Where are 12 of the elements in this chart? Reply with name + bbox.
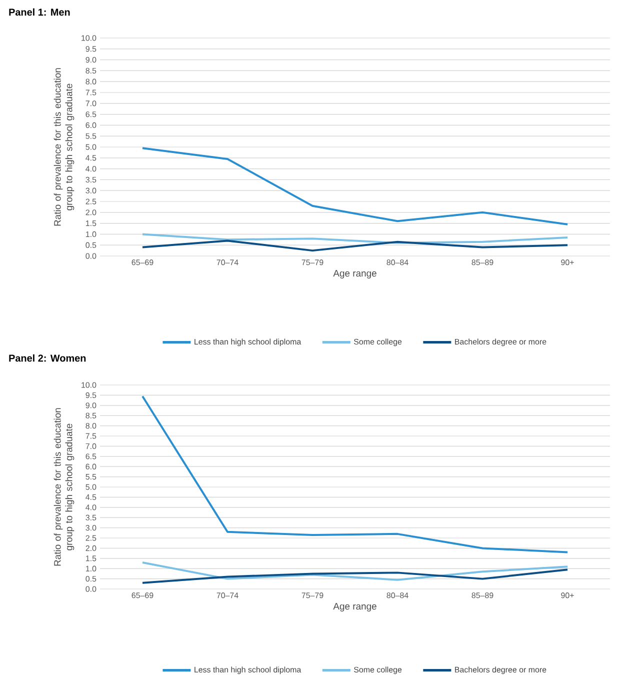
x-axis-title: Age range — [333, 270, 376, 278]
y-axis-title: Ratio of prevalence for this education group to high school graduate — [54, 408, 74, 566]
line-series — [142, 561, 568, 581]
line-series — [142, 240, 568, 252]
y-axis-title: Ratio of prevalence for this education group to high school graduate — [54, 68, 74, 226]
line-series — [142, 147, 568, 226]
x-axis-title: Age range — [333, 603, 376, 612]
chart-title: Panel 2: Women — [9, 354, 86, 362]
line-series — [142, 568, 568, 584]
line-series — [142, 233, 568, 244]
chart-title: Panel 1: Men — [9, 8, 70, 16]
line-series — [142, 395, 568, 554]
